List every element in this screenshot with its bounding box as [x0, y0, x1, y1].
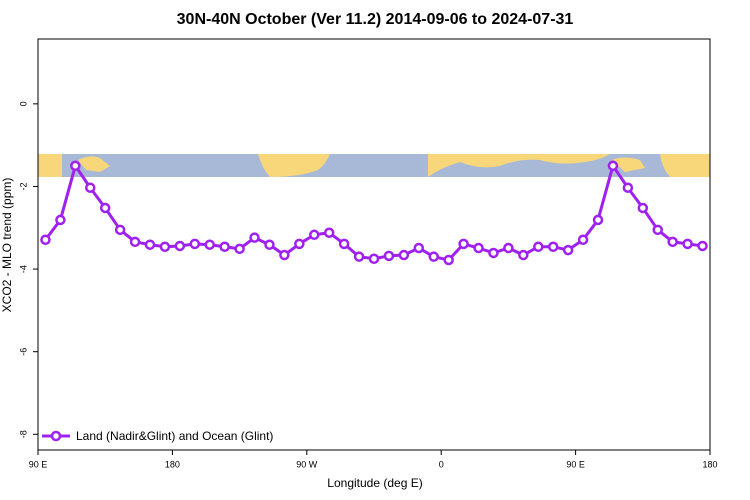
data-point [547, 241, 559, 253]
data-point [144, 239, 156, 250]
data-point [174, 240, 186, 252]
data-point [473, 242, 484, 254]
legend: Land (Nadir&Glint) and Ocean (Glint) [42, 429, 273, 443]
data-point [398, 249, 410, 261]
data-point [99, 202, 111, 214]
data-point [323, 227, 335, 238]
data-point [592, 214, 604, 226]
data-point [503, 242, 514, 254]
data-point [488, 247, 499, 259]
data-point [637, 202, 649, 214]
x-tick-label: 180 [702, 459, 717, 469]
y-tick-label: -8 [18, 430, 28, 438]
y-tick-label: 0 [18, 101, 28, 106]
data-point [264, 239, 275, 250]
data-point [682, 238, 693, 250]
data-point [413, 242, 425, 254]
data-point [204, 239, 215, 250]
y-tick-label: -4 [18, 265, 28, 273]
data-point [368, 253, 380, 265]
legend-label: Land (Nadir&Glint) and Ocean (Glint) [76, 429, 273, 443]
data-point [309, 229, 320, 241]
chart-title: 30N-40N October (Ver 11.2) 2014-09-06 to… [177, 11, 574, 28]
data-point [249, 232, 260, 243]
data-point [533, 241, 544, 253]
data-point [428, 251, 439, 262]
data-point [129, 236, 141, 248]
y-tick-label: -2 [18, 182, 28, 190]
data-point [697, 240, 708, 252]
data-point [40, 234, 51, 245]
y-tick-label: -6 [18, 348, 28, 356]
data-point [443, 254, 454, 266]
data-point [114, 224, 126, 236]
series-line [44, 162, 703, 262]
data-point [70, 160, 81, 172]
data-point [383, 250, 395, 262]
data-point [294, 238, 305, 250]
x-tick-label: 90 E [29, 459, 48, 469]
data-point [338, 238, 350, 250]
data-point [234, 243, 245, 255]
legend-marker [50, 430, 62, 442]
data-point [85, 182, 96, 193]
x-axis-label: Longitude (deg E) [327, 476, 422, 490]
x-tick-label: 90 E [566, 459, 585, 469]
data-point [667, 236, 678, 248]
data-point [562, 244, 574, 256]
map-band [38, 154, 710, 177]
data-point [353, 251, 365, 262]
data-point [622, 182, 634, 193]
data-point [458, 238, 469, 250]
data-point [55, 214, 66, 226]
plot-frame [37, 38, 711, 451]
data-point [607, 160, 619, 172]
data-point [652, 224, 663, 236]
data-point [577, 234, 589, 245]
x-tick-label: 90 W [296, 459, 318, 469]
x-tick-label: 180 [165, 459, 180, 469]
y-axis-label: XCO2 - MLO trend (ppm) [0, 178, 14, 313]
data-point [159, 241, 171, 253]
x-tick-label: 0 [439, 459, 444, 469]
data-point [219, 241, 230, 253]
data-point [279, 249, 290, 261]
data-point [189, 238, 201, 250]
data-point [518, 249, 529, 261]
